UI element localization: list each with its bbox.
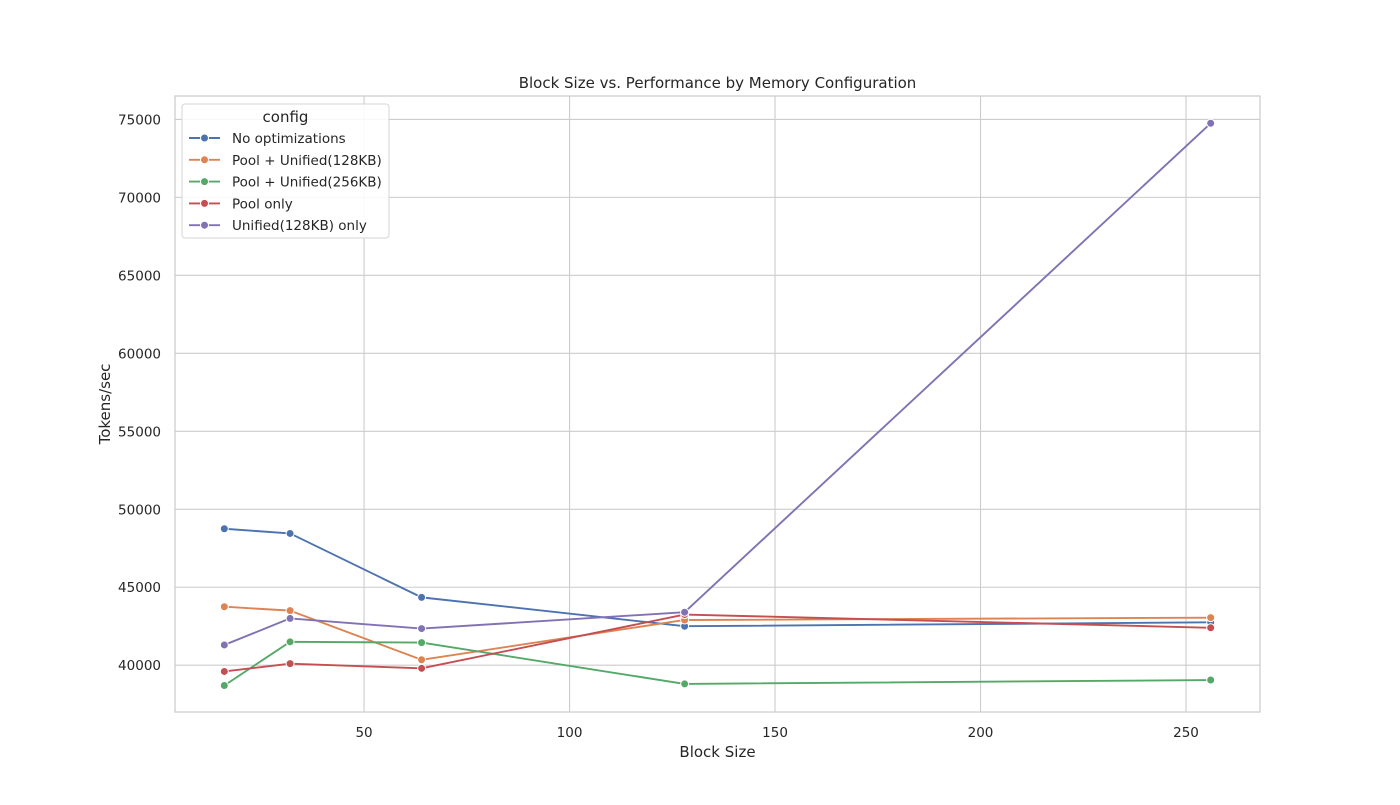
y-tick-label: 70000 [118,190,161,206]
legend-label: Pool + Unified(128KB) [232,153,382,169]
legend-marker [200,155,209,165]
data-point [285,659,295,669]
plot-frame [174,95,1261,713]
data-point [417,638,427,648]
data-point [417,663,427,673]
data-point [1206,623,1216,633]
legend-label: No optimizations [232,131,346,147]
series [219,637,1216,690]
y-tick-label: 45000 [118,580,161,596]
legend-marker [200,177,209,187]
data-point [219,602,229,612]
data-point [219,524,229,534]
legend-label: Pool + Unified(256KB) [232,175,382,191]
data-point [285,606,295,616]
x-axis-label: Block Size [679,743,755,761]
data-point [219,666,229,676]
series-group [219,118,1216,690]
legend-marker [200,133,209,143]
series [219,118,1216,650]
x-tick-label: 200 [968,725,994,741]
legend-item: Unified(128KB) only [189,218,367,234]
data-point [1206,675,1216,685]
legend-title: config [263,108,309,126]
legend-item: No optimizations [189,131,346,147]
x-tick-label: 100 [557,725,583,741]
data-point [219,640,229,650]
y-tick-label: 40000 [118,658,161,674]
x-tick-label: 50 [355,725,372,741]
x-tick-label: 250 [1173,725,1199,741]
series [219,610,1216,676]
data-point [417,655,427,665]
legend-item: Pool + Unified(128KB) [189,153,382,169]
grid [175,96,1260,712]
y-tick-label: 55000 [118,424,161,440]
legend-item: Pool + Unified(256KB) [189,175,382,191]
legend-marker [200,198,209,208]
y-tick-label: 50000 [118,502,161,518]
legend-marker [200,220,209,230]
data-point [417,624,427,634]
series [219,524,1216,631]
y-tick-label: 60000 [118,346,161,362]
legend-item: Pool only [189,196,293,212]
y-axis-label: Tokens/sec [96,364,114,446]
data-point [219,680,229,690]
legend-items: No optimizations Pool + Unified(128KB) Poo… [189,131,382,234]
legend-label: Unified(128KB) only [232,218,367,234]
legend-label: Pool only [232,196,293,212]
chart-title: Block Size vs. Performance by Memory Con… [519,74,917,92]
data-point [285,637,295,647]
data-point [417,592,427,602]
data-point [285,528,295,538]
legend: config No optimizations Pool + Unified(12… [181,103,390,239]
tick-labels: 50 100 150 200 250 40000 45000 50000 55000 60000 6… [118,112,1199,741]
data-point [680,679,690,689]
data-point [285,613,295,623]
y-tick-label: 65000 [118,268,161,284]
x-tick-label: 150 [762,725,788,741]
legend-box [181,103,390,239]
data-point [1206,613,1216,623]
data-point [680,607,690,617]
data-point [1206,118,1216,128]
y-tick-label: 75000 [118,112,161,128]
